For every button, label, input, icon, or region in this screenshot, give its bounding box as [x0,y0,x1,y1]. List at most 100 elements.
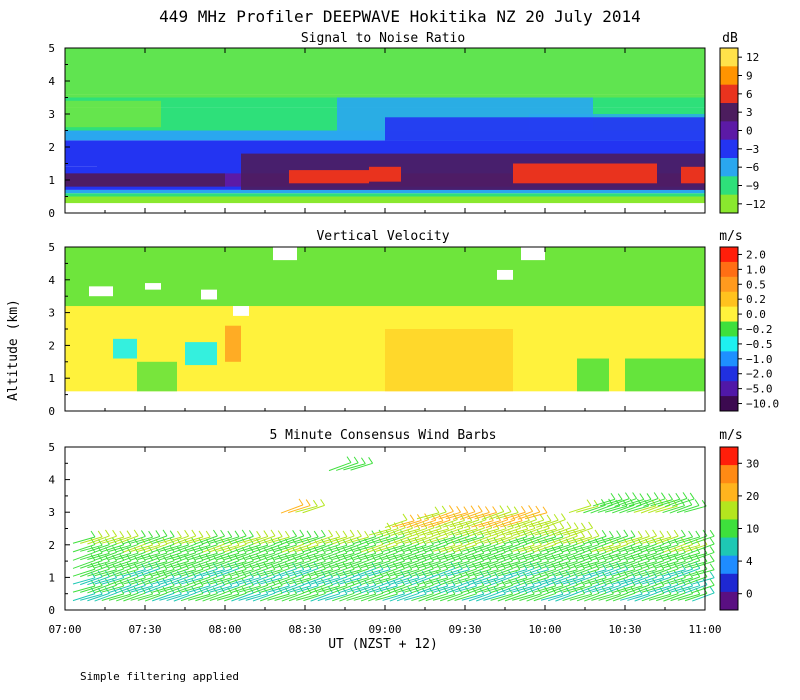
wind-barb [440,527,464,537]
wind-barb [310,543,333,553]
y-tick-label: 4 [48,75,55,88]
wind-barb-flag [644,562,650,569]
wind-barb [562,551,585,561]
wind-barbs-colorbar: 30 20 10 4 0 [719,446,759,611]
wind-barb-flag [458,521,464,529]
wind-barb [245,584,268,594]
wind-barb [368,528,392,536]
wind-barb-flag [436,522,442,529]
wind-barb-flag [673,529,679,537]
wind-barb [425,577,448,585]
colorbar-label: −6 [746,161,759,174]
wind-barb-flag [155,570,161,577]
wind-barb [296,568,319,578]
wind-barb [614,498,637,507]
wind-barb-flag [313,554,319,561]
wind-barb [600,499,623,507]
wind-barb [392,520,415,528]
field-patch-3 [225,325,241,362]
wind-barb-flag [162,578,168,586]
wind-barb [483,536,506,544]
y-tick-label: 2 [48,539,55,552]
colorbar-segment [720,103,738,122]
wind-barb [526,552,549,561]
wind-barb [324,552,348,561]
wind-barb [72,577,96,585]
wind-barb-flag [610,493,616,500]
wind-barb [454,568,477,577]
wind-barb [627,560,650,569]
wind-barb [195,535,218,545]
data-gap-2 [201,289,217,300]
wind-barb [425,544,448,553]
wind-barb [339,592,362,602]
wind-barb [684,576,708,586]
wind-barb [116,576,139,586]
wind-barb [231,592,254,602]
colorbar-segment [720,176,738,196]
wind-barb-flag [409,514,415,522]
wind-barb [641,585,664,593]
wind-barb-flag [601,586,607,594]
wind-barb [519,560,542,569]
wind-barb-flag [515,586,521,594]
wind-barb-flag [544,529,550,537]
wind-barb [310,552,333,561]
wind-barb-flag [709,563,715,571]
wind-barb [497,569,520,577]
wind-barb [627,552,650,560]
wind-barb [432,544,456,552]
wind-barb [562,593,585,602]
wind-barb [591,536,614,544]
wind-barb-flag [148,530,154,538]
wind-barb [343,463,366,471]
wind-barb-flag [312,499,318,507]
wind-barb-flag [400,570,406,577]
wind-barb [526,543,549,553]
wind-barb [562,585,585,593]
wind-barb [94,584,117,594]
wind-barb-flag [313,530,319,538]
wind-barb [641,536,664,544]
wind-barb-flag [666,554,672,561]
wind-barb [656,568,679,577]
wind-barb [627,584,650,594]
wind-barb [224,552,247,561]
wind-barb [605,592,628,602]
wind-barb [432,536,456,544]
wind-barb-flag [299,586,305,594]
wind-barb [224,544,247,553]
wind-barb-flag [284,562,290,569]
wind-barb [324,560,348,569]
wind-barb-flag [90,545,96,553]
wind-barb [497,584,520,594]
wind-barb-flag [652,578,658,586]
field-patch-0 [65,48,705,98]
wind-barb [677,585,700,593]
wind-barb [620,544,643,552]
wind-barb [159,585,182,593]
wind-barb [576,561,600,569]
wind-barb-flag [320,578,326,586]
wind-barb [280,504,304,514]
wind-barb [562,544,585,553]
wind-barb [663,543,686,553]
wind-barb [548,593,571,602]
wind-barb [670,536,693,544]
wind-barb-flag [616,530,622,537]
wind-barb [202,577,225,585]
wind-barb [339,569,362,577]
wind-barb-flag [493,530,499,537]
wind-barb [101,559,124,569]
wind-barb [245,560,268,569]
wind-barb [620,593,643,601]
wind-barb-flag [508,570,514,577]
wind-barb [406,519,429,529]
wind-barb [296,536,319,544]
wind-barb-flag [666,530,672,538]
wind-barb-flag [689,492,695,500]
wind-barb [440,552,463,561]
wind-barb [634,561,657,569]
wind-barb-flag [565,570,571,577]
wind-barb-flag [148,554,154,561]
